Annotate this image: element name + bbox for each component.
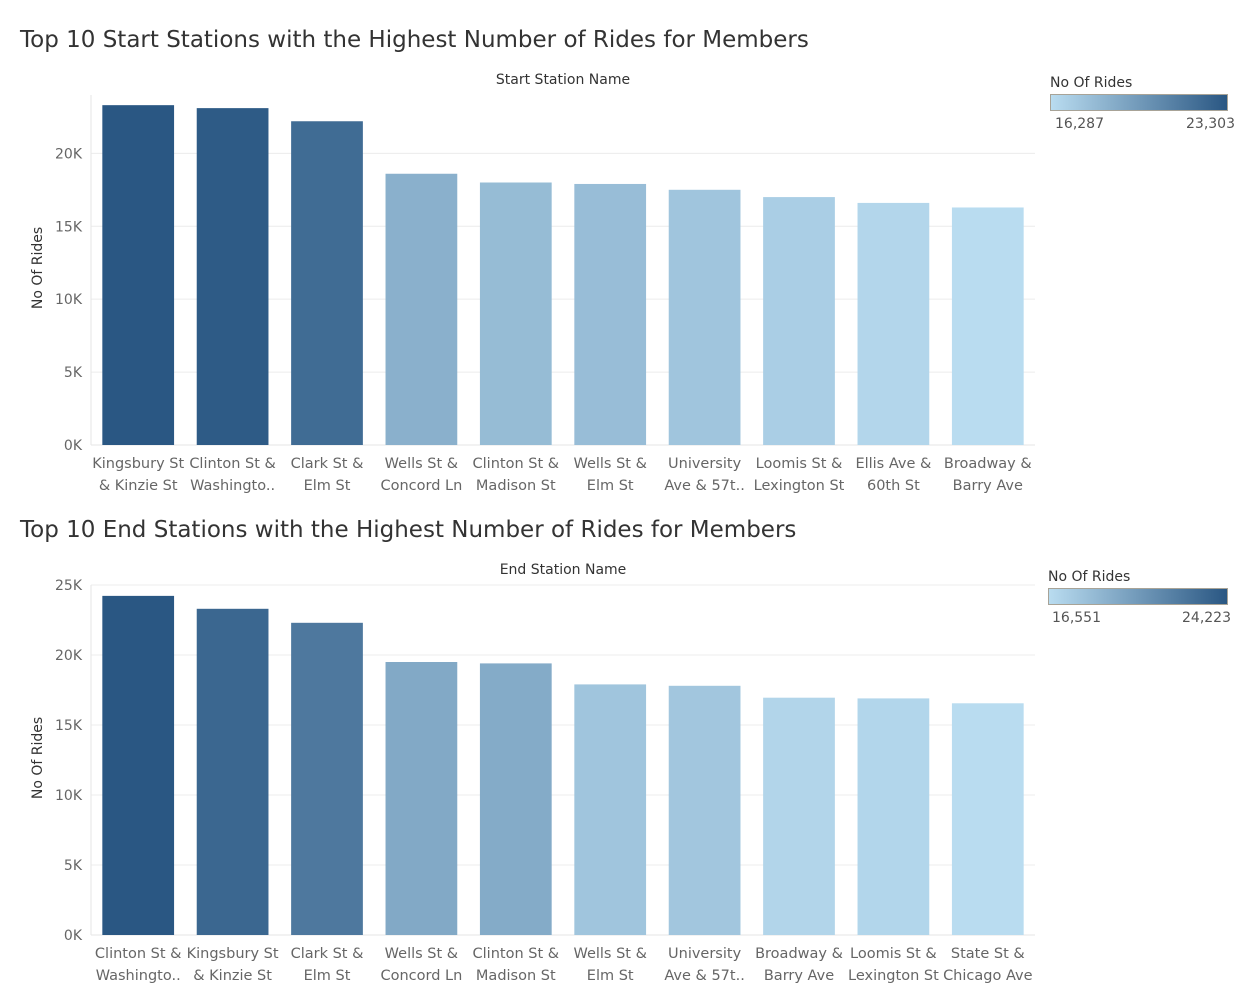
y-axis-title: No Of Rides — [30, 717, 46, 799]
bar[interactable] — [763, 697, 835, 935]
y-tick-label: 20K — [55, 648, 83, 664]
chart-title: Top 10 End Stations with the Highest Num… — [20, 517, 797, 543]
bar[interactable] — [951, 703, 1024, 935]
x-tick-label: Clark St & — [291, 946, 364, 962]
bar[interactable] — [385, 173, 458, 445]
end-stations-bar-chart: 0K 5K 10K 15K 20K 25K No Of Rides Clinton St & W… — [30, 578, 1035, 984]
x-tick-label: Concord Ln — [380, 478, 462, 494]
legend-color-ramp — [1048, 588, 1228, 605]
y-tick-label: 0K — [64, 928, 83, 944]
x-axis-title: Start Station Name — [495, 72, 631, 88]
x-axis-title: End Station Name — [499, 562, 627, 578]
x-tick-label: Madison St — [476, 478, 556, 494]
x-tick-label: Wells St & — [385, 456, 458, 472]
x-tick-label: Clinton St & — [95, 946, 182, 962]
x-tick-label: Elm St — [587, 968, 634, 984]
x-tick-label: Broadway & — [944, 456, 1032, 472]
x-tick-label: Washingto.. — [190, 478, 275, 494]
x-tick-label: Kingsbury St — [92, 456, 184, 472]
x-tick-label: Barry Ave — [953, 478, 1023, 494]
x-tick-label: Barry Ave — [764, 968, 834, 984]
x-tick-label: Ave & 57t.. — [664, 968, 744, 984]
legend-max-label: 23,303 — [1186, 116, 1235, 132]
x-tick-label: Kingsbury St — [187, 946, 279, 962]
legend-color-ramp — [1050, 94, 1228, 111]
bar[interactable] — [102, 595, 175, 935]
x-tick-label: Washingto.. — [96, 968, 181, 984]
x-tick-label: & Kinzie St — [193, 968, 272, 984]
y-tick-label: 10K — [55, 788, 83, 804]
x-tick-label: Elm St — [304, 968, 351, 984]
x-tick-label: Ave & 57t.. — [664, 478, 744, 494]
y-tick-label: 5K — [64, 365, 83, 381]
start-stations-bar-chart: 0K 5K 10K 15K 20K No Of Rides Kingsbury St & Ki… — [30, 95, 1035, 494]
legend-title: No Of Rides — [1048, 569, 1131, 585]
x-tick-label: University — [668, 456, 742, 472]
x-tick-label: Wells St & — [385, 946, 458, 962]
y-tick-label: 10K — [55, 292, 83, 308]
legend-min-label: 16,551 — [1052, 610, 1101, 626]
x-tick-label: Clark St & — [291, 456, 364, 472]
x-tick-label: Lexington St — [848, 968, 939, 984]
x-tick-label: Loomis St & — [756, 456, 843, 472]
x-tick-label: University — [668, 946, 742, 962]
x-tick-label: Broadway & — [755, 946, 843, 962]
chart-title: Top 10 Start Stations with the Highest N… — [20, 27, 809, 53]
y-axis-title: No Of Rides — [30, 227, 46, 309]
x-tick-label: Lexington St — [754, 478, 845, 494]
bar[interactable] — [763, 197, 835, 445]
bar[interactable] — [196, 608, 269, 935]
x-tick-label: Clinton St & — [473, 456, 560, 472]
x-tick-label: Concord Ln — [380, 968, 462, 984]
bar[interactable] — [291, 121, 363, 445]
bar[interactable] — [951, 207, 1024, 445]
y-tick-label: 20K — [55, 146, 83, 162]
bar[interactable] — [291, 622, 363, 935]
x-tick-label: Madison St — [476, 968, 556, 984]
x-tick-label: Elm St — [587, 478, 634, 494]
legend-title: No Of Rides — [1050, 75, 1133, 91]
x-tick-label: Ellis Ave & — [855, 456, 931, 472]
x-tick-label: Clinton St & — [473, 946, 560, 962]
bar[interactable] — [479, 663, 552, 935]
bar[interactable] — [102, 105, 175, 445]
x-tick-label: Wells St & — [573, 456, 646, 472]
x-tick-label: Clinton St & — [189, 456, 276, 472]
y-tick-label: 25K — [55, 578, 83, 594]
bar[interactable] — [574, 183, 647, 446]
bar[interactable] — [857, 202, 930, 445]
x-tick-label: State St & — [951, 946, 1025, 962]
bar[interactable] — [479, 182, 552, 446]
x-tick-label: Chicago Ave — [943, 968, 1033, 984]
x-tick-label: & Kinzie St — [99, 478, 178, 494]
bar[interactable] — [668, 685, 741, 935]
y-tick-label: 0K — [64, 438, 83, 454]
bar[interactable] — [857, 698, 930, 935]
bar[interactable] — [668, 189, 741, 445]
x-tick-label: Wells St & — [573, 946, 646, 962]
x-tick-label: Loomis St & — [850, 946, 937, 962]
legend-max-label: 24,223 — [1182, 610, 1231, 626]
x-tick-label: Elm St — [304, 478, 351, 494]
bar[interactable] — [196, 108, 269, 445]
legend-min-label: 16,287 — [1055, 116, 1104, 132]
bar[interactable] — [574, 684, 647, 935]
color-legend: No Of Rides 16,551 24,223 — [1048, 569, 1231, 628]
color-legend: No Of Rides 16,287 23,303 — [1050, 75, 1235, 134]
x-tick-label: 60th St — [867, 478, 920, 494]
y-tick-label: 15K — [55, 219, 83, 235]
bar[interactable] — [385, 662, 458, 935]
y-tick-label: 5K — [64, 858, 83, 874]
start-stations-panel: Top 10 Start Stations with the Highest N… — [20, 27, 1235, 494]
y-tick-label: 15K — [55, 718, 83, 734]
